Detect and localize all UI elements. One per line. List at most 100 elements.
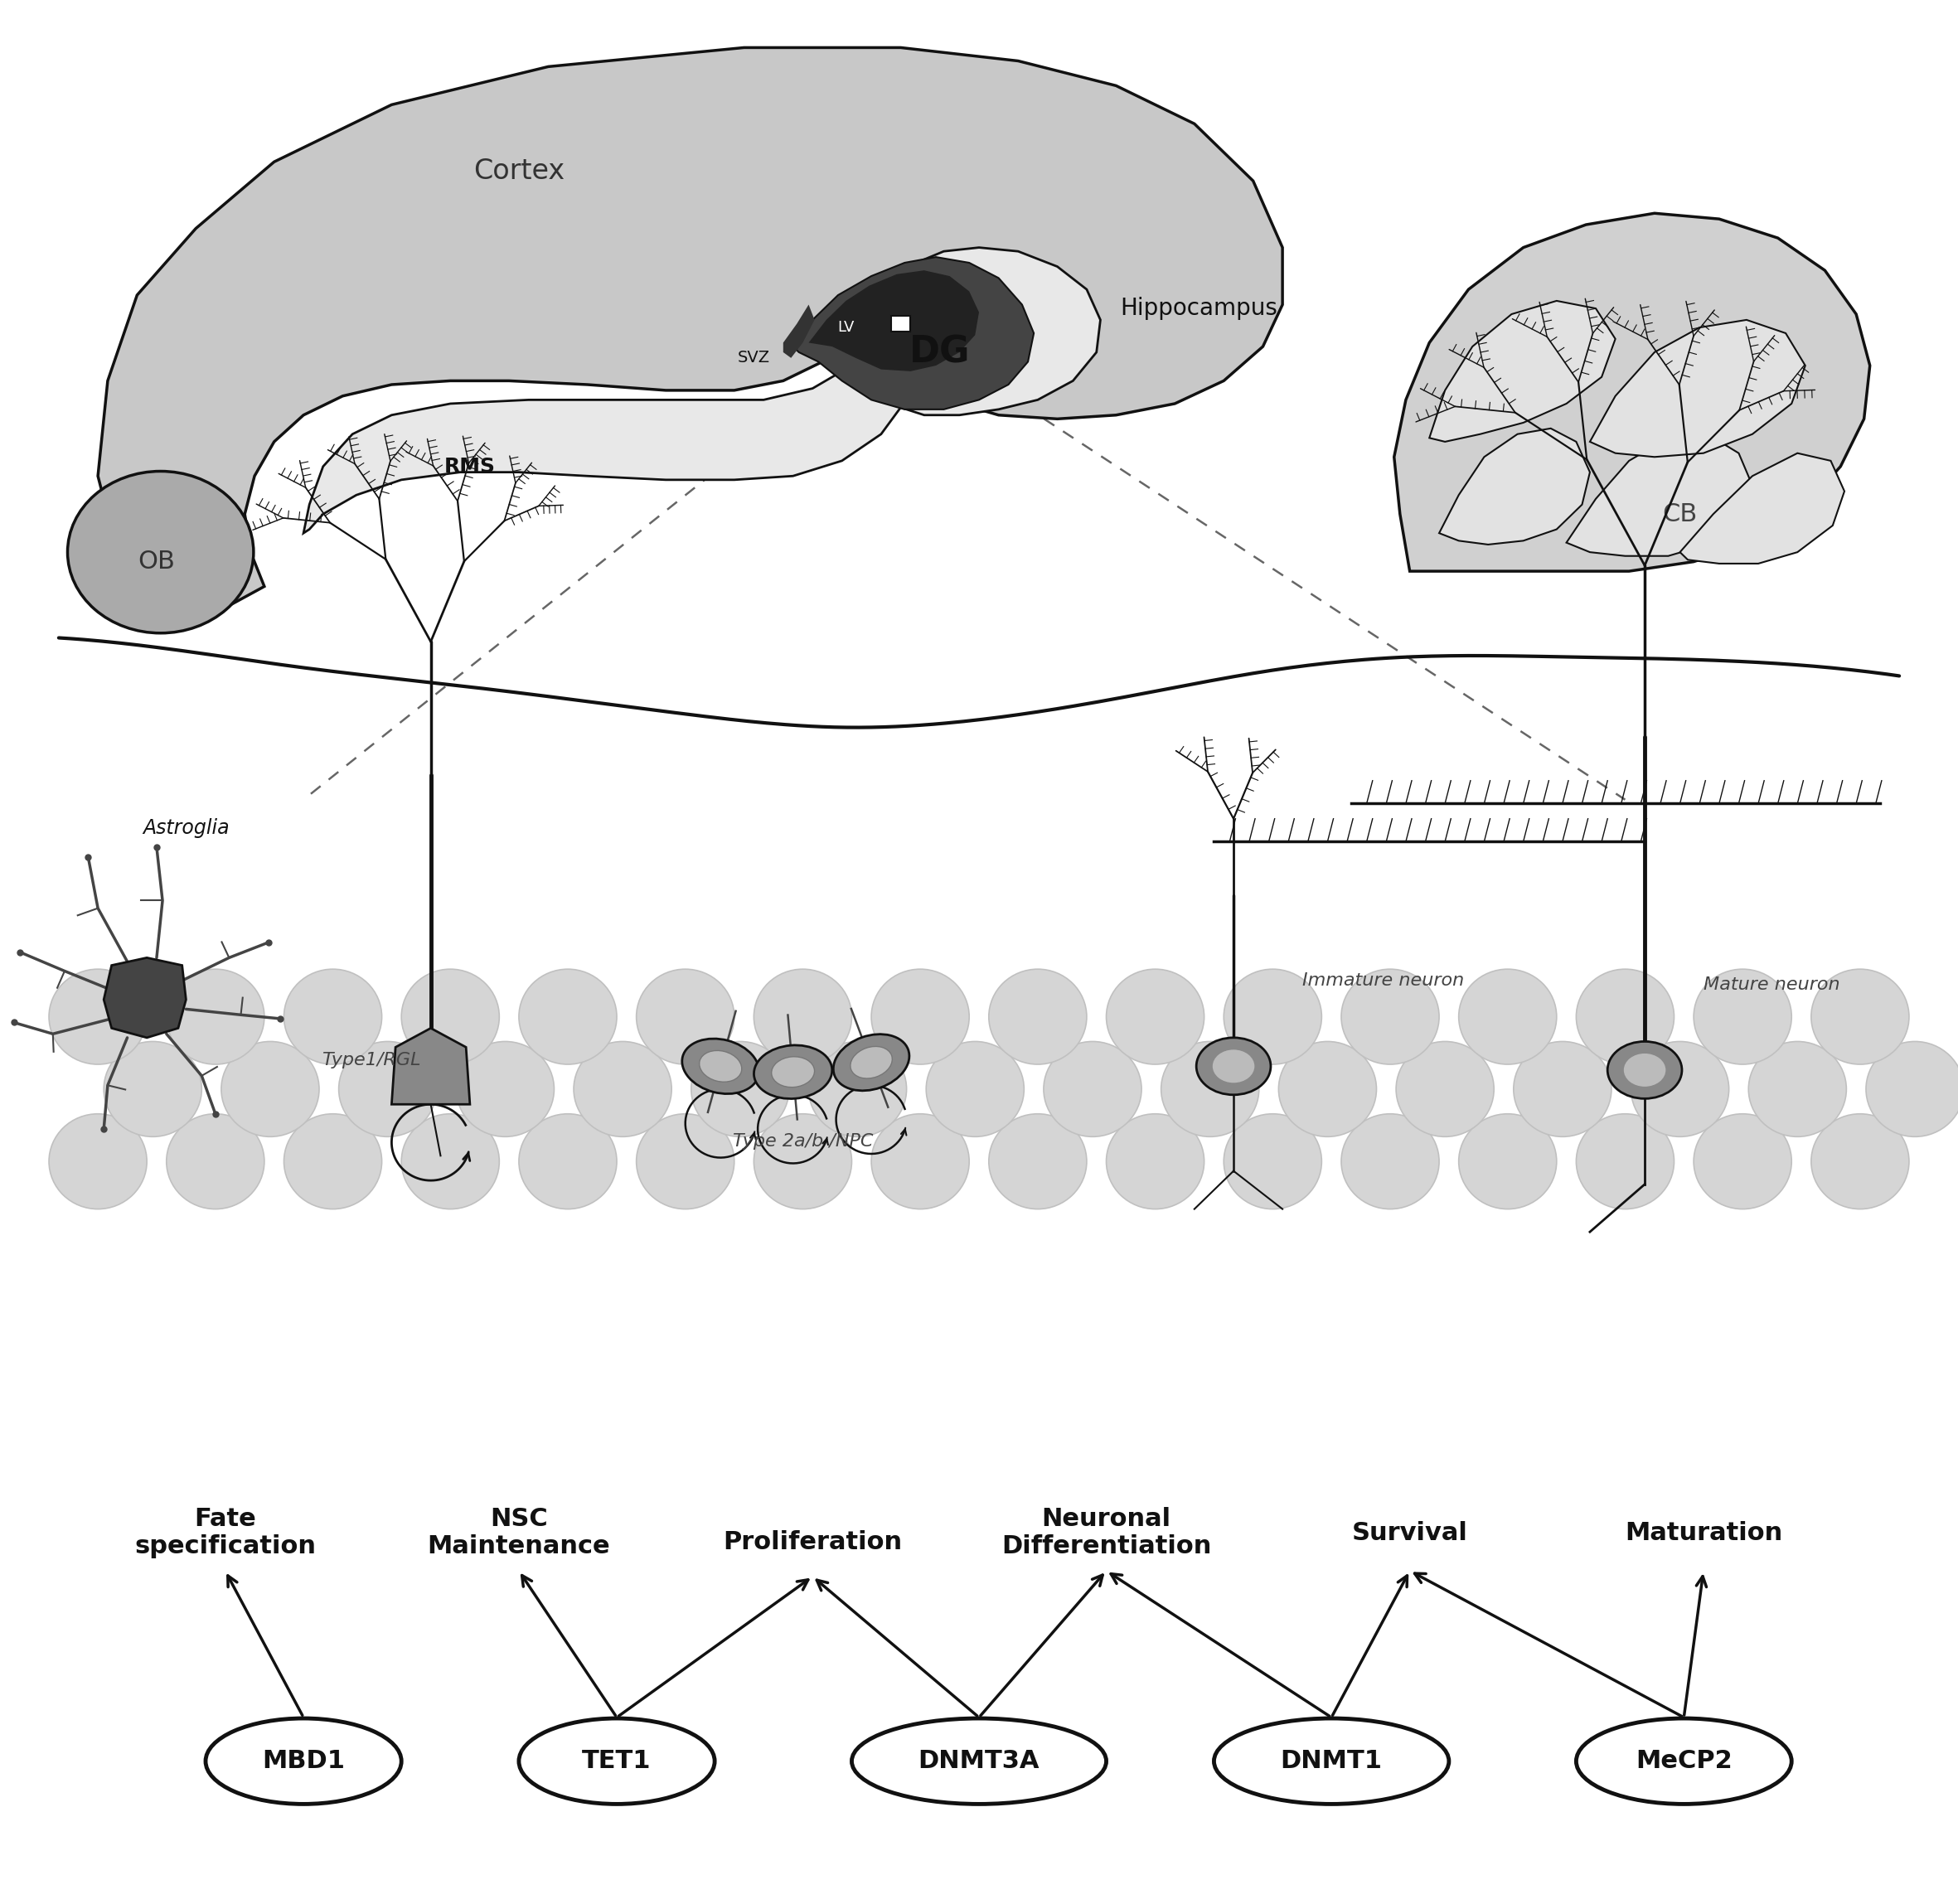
Circle shape	[1576, 969, 1674, 1064]
Ellipse shape	[1576, 1717, 1792, 1805]
Circle shape	[1694, 1114, 1792, 1209]
Ellipse shape	[771, 1057, 815, 1087]
Circle shape	[1106, 969, 1204, 1064]
Circle shape	[284, 1114, 382, 1209]
Polygon shape	[783, 305, 815, 358]
Circle shape	[401, 1114, 499, 1209]
Circle shape	[1341, 969, 1439, 1064]
Text: RMS: RMS	[444, 457, 495, 476]
Text: Immature neuron: Immature neuron	[1302, 973, 1465, 988]
Text: DNMT3A: DNMT3A	[918, 1750, 1040, 1773]
Circle shape	[636, 1114, 734, 1209]
Ellipse shape	[67, 472, 255, 632]
Text: Fate
specification: Fate specification	[135, 1506, 315, 1559]
Circle shape	[1694, 969, 1792, 1064]
Circle shape	[221, 1041, 319, 1137]
Polygon shape	[303, 248, 1100, 533]
Circle shape	[1044, 1041, 1142, 1137]
Circle shape	[49, 969, 147, 1064]
Circle shape	[1161, 1041, 1259, 1137]
Text: Proliferation: Proliferation	[723, 1531, 903, 1554]
Text: Hippocampus: Hippocampus	[1120, 297, 1277, 320]
Text: Mature neuron: Mature neuron	[1703, 977, 1841, 992]
Polygon shape	[1429, 301, 1615, 442]
Circle shape	[1576, 1114, 1674, 1209]
Ellipse shape	[1608, 1041, 1682, 1099]
Polygon shape	[1566, 434, 1752, 556]
Circle shape	[1459, 969, 1557, 1064]
Circle shape	[1748, 1041, 1846, 1137]
Circle shape	[989, 969, 1087, 1064]
Polygon shape	[104, 958, 186, 1038]
Text: Maturation: Maturation	[1625, 1521, 1782, 1544]
Circle shape	[166, 1114, 264, 1209]
Polygon shape	[1439, 428, 1590, 545]
Text: Neuronal
Differentiation: Neuronal Differentiation	[1001, 1506, 1212, 1559]
Ellipse shape	[1212, 1049, 1255, 1083]
Circle shape	[49, 1114, 147, 1209]
Circle shape	[1459, 1114, 1557, 1209]
Circle shape	[1811, 969, 1909, 1064]
Text: Type 2a/b /NPC: Type 2a/b /NPC	[732, 1133, 873, 1150]
Text: SVZ: SVZ	[738, 350, 769, 366]
Circle shape	[1866, 1041, 1958, 1137]
Circle shape	[989, 1114, 1087, 1209]
Text: MBD1: MBD1	[262, 1750, 345, 1773]
Circle shape	[456, 1041, 554, 1137]
Ellipse shape	[1214, 1717, 1449, 1805]
Ellipse shape	[834, 1034, 909, 1091]
Circle shape	[1811, 1114, 1909, 1209]
Circle shape	[401, 969, 499, 1064]
Circle shape	[1279, 1041, 1376, 1137]
Text: DNMT1: DNMT1	[1281, 1750, 1382, 1773]
Circle shape	[809, 1041, 907, 1137]
Circle shape	[1224, 1114, 1322, 1209]
Circle shape	[1631, 1041, 1729, 1137]
Polygon shape	[98, 48, 1282, 619]
Circle shape	[871, 969, 969, 1064]
Ellipse shape	[681, 1040, 760, 1093]
Circle shape	[754, 969, 852, 1064]
Ellipse shape	[206, 1717, 401, 1805]
Text: Astroglia: Astroglia	[143, 819, 229, 838]
Circle shape	[636, 969, 734, 1064]
Circle shape	[339, 1041, 437, 1137]
Polygon shape	[809, 270, 979, 371]
Text: NSC
Maintenance: NSC Maintenance	[427, 1506, 611, 1559]
Ellipse shape	[1196, 1038, 1271, 1095]
Text: DG: DG	[909, 335, 971, 369]
Circle shape	[1514, 1041, 1611, 1137]
Text: Survival: Survival	[1351, 1521, 1468, 1544]
Text: MeCP2: MeCP2	[1635, 1750, 1733, 1773]
Ellipse shape	[699, 1051, 742, 1081]
Polygon shape	[1590, 320, 1805, 457]
Circle shape	[1106, 1114, 1204, 1209]
Bar	[891, 316, 910, 331]
Text: CB: CB	[1662, 503, 1698, 526]
Circle shape	[1341, 1114, 1439, 1209]
Text: Cortex: Cortex	[474, 158, 564, 185]
Circle shape	[871, 1114, 969, 1209]
Circle shape	[104, 1041, 202, 1137]
Polygon shape	[1680, 453, 1844, 564]
Text: Type1/RGL: Type1/RGL	[321, 1053, 421, 1068]
Polygon shape	[1394, 213, 1870, 571]
Text: LV: LV	[838, 320, 854, 335]
Polygon shape	[392, 1028, 470, 1104]
Polygon shape	[793, 257, 1034, 409]
Circle shape	[1224, 969, 1322, 1064]
Circle shape	[574, 1041, 672, 1137]
Ellipse shape	[850, 1047, 893, 1078]
Ellipse shape	[519, 1717, 715, 1805]
Circle shape	[284, 969, 382, 1064]
Circle shape	[691, 1041, 789, 1137]
Ellipse shape	[852, 1717, 1106, 1805]
Text: TET1: TET1	[582, 1750, 652, 1773]
Circle shape	[519, 969, 617, 1064]
Circle shape	[926, 1041, 1024, 1137]
Ellipse shape	[1623, 1053, 1666, 1087]
Circle shape	[1396, 1041, 1494, 1137]
Circle shape	[166, 969, 264, 1064]
Circle shape	[754, 1114, 852, 1209]
Circle shape	[519, 1114, 617, 1209]
